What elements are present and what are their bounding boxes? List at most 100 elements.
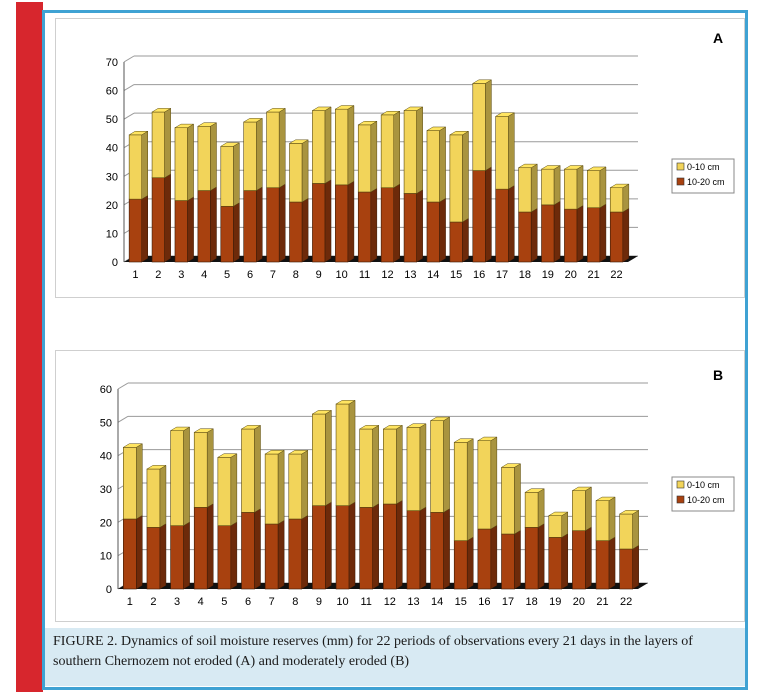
bar-10-20cm bbox=[217, 525, 232, 590]
bar-10-20cm bbox=[174, 200, 188, 263]
bar-top bbox=[146, 465, 167, 470]
bar-0-10cm bbox=[564, 168, 578, 210]
bar-side-10-20cm bbox=[206, 503, 214, 590]
bar-10-20cm bbox=[449, 221, 463, 263]
bar-10-20cm bbox=[572, 530, 586, 590]
bar-side-10-20cm bbox=[443, 508, 450, 590]
bar-0-10cm bbox=[383, 428, 397, 505]
bar-0-10cm bbox=[609, 187, 624, 213]
bar-top bbox=[169, 426, 191, 431]
bar-side-10-20cm bbox=[324, 179, 332, 263]
bar-0-10cm bbox=[541, 168, 555, 206]
bar-side-0-10cm bbox=[393, 110, 401, 189]
bar-top bbox=[357, 121, 378, 126]
bar-10-20cm bbox=[123, 518, 137, 590]
bar-0-10cm bbox=[524, 492, 539, 528]
bar-side-10-20cm bbox=[348, 501, 356, 590]
bar-10-20cm bbox=[426, 201, 440, 263]
bar-0-10cm bbox=[288, 453, 303, 520]
bar-side-0-10cm bbox=[485, 79, 492, 172]
x-tick-label: 3 bbox=[174, 596, 180, 608]
bar-side-0-10cm bbox=[372, 424, 379, 508]
bar-side-0-10cm bbox=[462, 130, 469, 223]
bar-10-20cm bbox=[564, 208, 578, 263]
grid-diagonal bbox=[117, 382, 129, 390]
x-tick-label: 18 bbox=[526, 596, 538, 608]
bar-side-0-10cm bbox=[277, 449, 285, 525]
x-tick-label: 22 bbox=[620, 596, 632, 608]
panel-label: A bbox=[713, 30, 723, 46]
bar-side-0-10cm bbox=[490, 436, 498, 530]
bar-top bbox=[242, 118, 264, 123]
legend-label: 0-10 cm bbox=[687, 480, 720, 490]
bar-side-0-10cm bbox=[254, 424, 261, 513]
bar-0-10cm bbox=[501, 467, 515, 535]
grid-diagonal bbox=[123, 84, 135, 92]
bar-side-10-20cm bbox=[466, 536, 474, 590]
bar-10-20cm bbox=[335, 505, 350, 590]
y-tick-label: 10 bbox=[106, 228, 118, 240]
bar-top bbox=[265, 108, 287, 113]
bar-side-10-20cm bbox=[187, 196, 194, 263]
bar-0-10cm bbox=[243, 121, 257, 191]
x-tick-label: 17 bbox=[496, 269, 508, 281]
bar-side-10-20cm bbox=[370, 187, 378, 263]
bar-top bbox=[426, 126, 447, 131]
bar-top bbox=[288, 139, 310, 144]
bar-top bbox=[448, 131, 470, 136]
bar-10-20cm bbox=[243, 190, 257, 263]
bar-10-20cm bbox=[524, 527, 539, 590]
bar-0-10cm bbox=[170, 430, 184, 526]
bar-10-20cm bbox=[518, 211, 532, 263]
y-tick-label: 10 bbox=[100, 551, 112, 563]
bar-side-0-10cm bbox=[466, 438, 474, 542]
x-tick-label: 21 bbox=[588, 269, 600, 281]
bar-0-10cm bbox=[587, 170, 601, 209]
x-tick-label: 16 bbox=[478, 596, 490, 608]
bar-10-20cm bbox=[146, 527, 161, 590]
bar-top bbox=[358, 425, 380, 430]
bar-top bbox=[335, 400, 356, 405]
bar-side-0-10cm bbox=[553, 165, 561, 206]
bar-side-10-20cm bbox=[256, 186, 263, 263]
bar-side-10-20cm bbox=[485, 166, 492, 263]
bar-side-0-10cm bbox=[537, 488, 545, 528]
bar-side-10-20cm bbox=[490, 524, 498, 590]
chart-panel-a: 0 10 20 30 40 50 60 70 1 2 3 4 5 6 7 8 9 10 11 12 13 14 15 16 17… bbox=[55, 18, 745, 298]
bar-side-0-10cm bbox=[206, 428, 214, 508]
bar-top bbox=[128, 131, 149, 136]
bar-0-10cm bbox=[335, 403, 350, 506]
bar-0-10cm bbox=[572, 490, 586, 531]
x-tick-label: 2 bbox=[155, 269, 161, 281]
bar-side-10-20cm bbox=[608, 536, 616, 590]
bar-side-0-10cm bbox=[370, 120, 378, 193]
legend-swatch bbox=[676, 162, 685, 171]
bar-10-20cm bbox=[151, 177, 165, 263]
bar-side-0-10cm bbox=[325, 409, 332, 507]
bar-10-20cm bbox=[548, 537, 563, 590]
bar-top bbox=[219, 142, 241, 147]
x-tick-label: 18 bbox=[519, 269, 531, 281]
bar-0-10cm bbox=[128, 134, 143, 200]
bar-side-0-10cm bbox=[608, 496, 616, 542]
bar-side-10-20cm bbox=[136, 514, 143, 590]
x-tick-label: 20 bbox=[565, 269, 577, 281]
bar-0-10cm bbox=[403, 110, 417, 194]
bar-side-10-20cm bbox=[159, 523, 167, 590]
x-tick-label: 15 bbox=[450, 269, 462, 281]
x-tick-label: 17 bbox=[502, 596, 514, 608]
bar-0-10cm bbox=[449, 134, 463, 223]
x-tick-label: 1 bbox=[132, 269, 138, 281]
bar-side-10-20cm bbox=[553, 200, 561, 263]
bar-side-0-10cm bbox=[443, 416, 450, 513]
bar-top bbox=[547, 511, 569, 516]
bar-10-20cm bbox=[541, 204, 555, 263]
y-tick-label: 60 bbox=[100, 384, 112, 396]
bar-side-0-10cm bbox=[348, 399, 356, 507]
bar-side-0-10cm bbox=[416, 106, 423, 194]
bar-side-10-20cm bbox=[439, 197, 446, 263]
bar-0-10cm bbox=[453, 442, 468, 541]
bar-side-10-20cm bbox=[561, 533, 569, 590]
bar-0-10cm bbox=[289, 143, 303, 203]
bar-10-20cm bbox=[359, 507, 373, 590]
